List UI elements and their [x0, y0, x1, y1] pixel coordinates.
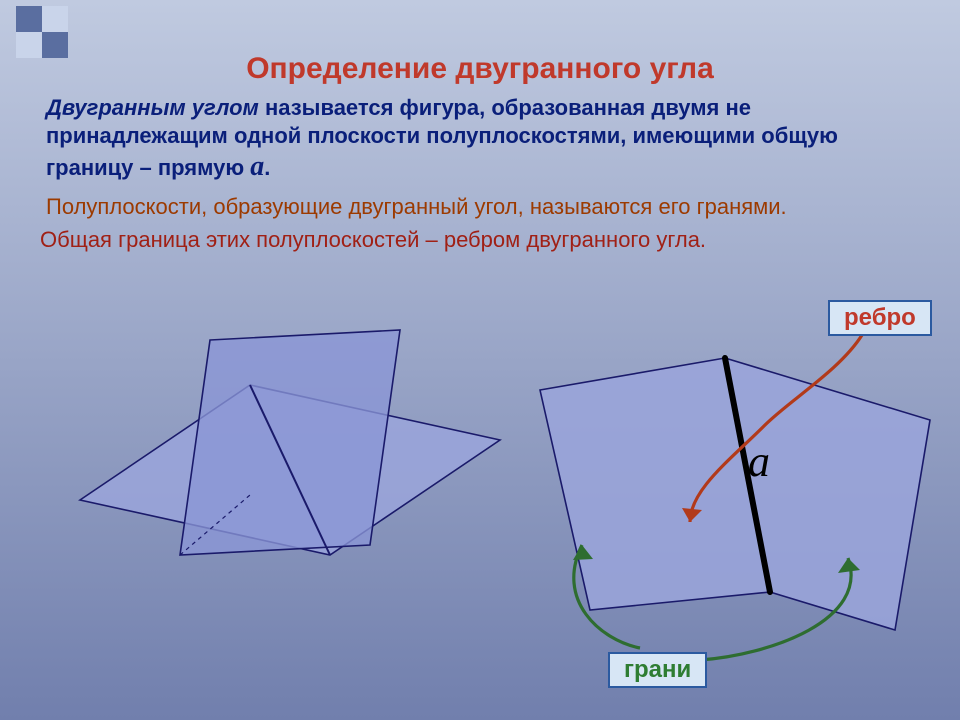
definition-main: Двугранным углом называется фигура, обра…: [40, 94, 920, 188]
definition-term: Двугранным углом: [46, 95, 259, 120]
slide-title: Определение двугранного угла: [40, 52, 920, 86]
definition-variable-a: a: [250, 151, 264, 182]
variable-a-label: a: [748, 436, 770, 487]
definition-edge: Общая граница этих полуплоскостей – ребр…: [40, 224, 920, 255]
label-rebro: ребро: [828, 300, 932, 336]
definition-faces: Полуплоскости, образующие двугранный уго…: [40, 188, 920, 224]
label-grani: грани: [608, 652, 707, 688]
